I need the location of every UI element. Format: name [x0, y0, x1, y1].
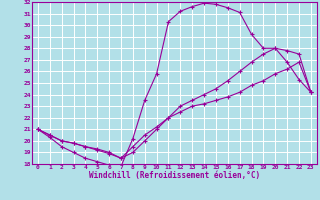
X-axis label: Windchill (Refroidissement éolien,°C): Windchill (Refroidissement éolien,°C) [89, 171, 260, 180]
